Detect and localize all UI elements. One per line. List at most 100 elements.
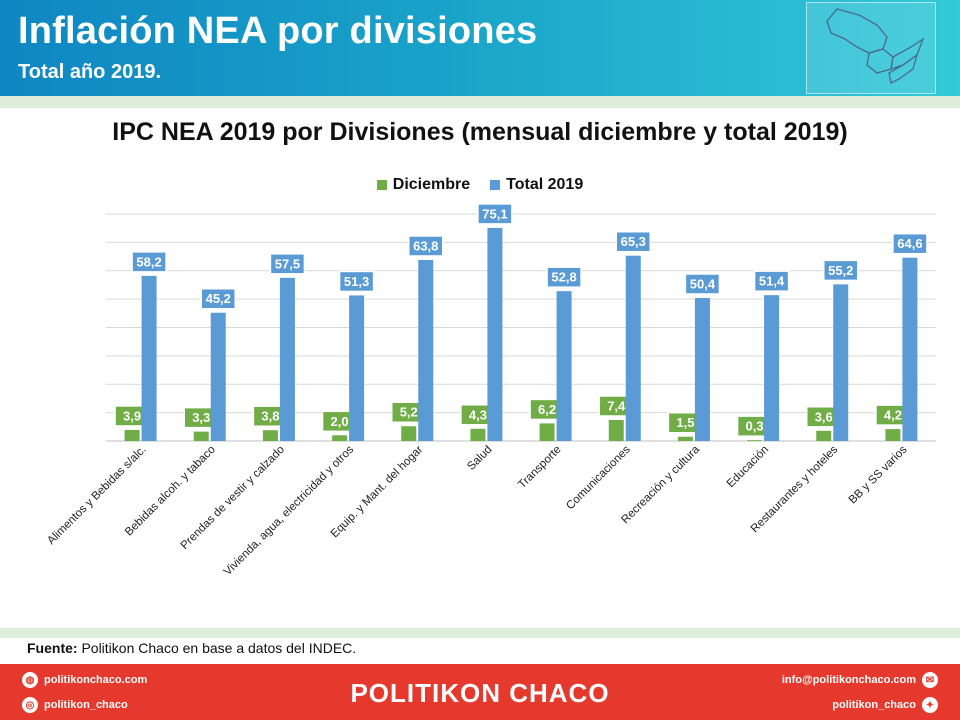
- data-label-diciembre: 4,2: [875, 404, 911, 426]
- bar-total-2019: [902, 257, 918, 441]
- category-label: Transporte: [516, 444, 564, 492]
- chart-title: IPC NEA 2019 por Divisiones (mensual dic…: [112, 118, 848, 146]
- bar-chart: 3,9 58,2 3,3 45,2 3,8 57,5 2,0 51,3 5,2 63,8 4,3 75…: [45, 203, 936, 578]
- page-title: Inflación NEA por divisiones: [18, 10, 538, 52]
- data-label-total-2019: 57,5: [269, 253, 306, 275]
- svg-text:7,4: 7,4: [607, 399, 626, 414]
- data-label-diciembre: 6,2: [529, 398, 565, 421]
- svg-text:4,2: 4,2: [884, 408, 902, 423]
- category-label: Recreación y cultura: [619, 443, 702, 526]
- data-label-total-2019: 45,2: [200, 287, 236, 310]
- data-label-diciembre: 7,4: [598, 395, 634, 417]
- bar-total-2019: [418, 259, 434, 441]
- category-label: BB y SS varios: [847, 443, 910, 506]
- svg-text:57,5: 57,5: [275, 256, 300, 271]
- svg-text:0,3: 0,3: [746, 419, 764, 434]
- bar-total-2019: [141, 275, 157, 441]
- chart-legend: Diciembre Total 2019: [0, 176, 960, 194]
- top-divider: [0, 96, 960, 108]
- footer-email[interactable]: info@politikonchaco.com ✉: [782, 672, 938, 688]
- svg-text:65,3: 65,3: [621, 234, 646, 249]
- data-label-total-2019: 50,4: [684, 273, 721, 295]
- data-label-diciembre: 3,8: [252, 405, 289, 427]
- svg-text:58,2: 58,2: [136, 254, 161, 269]
- data-label-diciembre: 0,3: [736, 415, 773, 437]
- svg-text:55,2: 55,2: [828, 263, 853, 278]
- bar-total-2019: [487, 227, 503, 441]
- footer-instagram[interactable]: ◎ politikon_chaco: [22, 697, 128, 713]
- footer-instagram-text: politikon_chaco: [44, 699, 128, 711]
- svg-text:3,3: 3,3: [192, 410, 210, 425]
- twitter-icon: ✦: [922, 697, 938, 713]
- bar-diciembre: [677, 436, 693, 441]
- footer-twitter-text: politikon_chaco: [832, 699, 916, 711]
- data-label-diciembre: 3,3: [183, 406, 219, 429]
- globe-icon: ◍: [22, 672, 38, 688]
- bar-total-2019: [349, 295, 365, 441]
- svg-text:3,6: 3,6: [815, 409, 833, 424]
- data-label-total-2019: 64,6: [892, 232, 928, 255]
- svg-text:1,5: 1,5: [676, 415, 694, 430]
- bar-diciembre: [747, 440, 763, 441]
- category-label: Salud: [465, 444, 494, 473]
- bar-total-2019: [625, 255, 641, 441]
- bar-diciembre: [885, 429, 901, 441]
- header-banner: Inflación NEA por divisiones Total año 2…: [0, 0, 960, 96]
- svg-text:50,4: 50,4: [690, 276, 716, 291]
- footer-web[interactable]: ◍ politikonchaco.com: [22, 672, 147, 688]
- bar-diciembre: [262, 430, 278, 441]
- legend-item-total: Total 2019: [490, 176, 583, 194]
- page-subtitle: Total año 2019.: [18, 61, 162, 83]
- svg-text:51,3: 51,3: [344, 274, 369, 289]
- bar-total-2019: [556, 291, 572, 441]
- data-label-diciembre: 4,3: [460, 404, 496, 426]
- legend-swatch-diciembre: [376, 180, 387, 190]
- category-label: Vivienda, agua, electricidad y otros: [222, 443, 357, 578]
- bar-total-2019: [694, 297, 710, 441]
- footer-bar: ◍ politikonchaco.com ◎ politikon_chaco P…: [0, 664, 960, 720]
- svg-text:63,8: 63,8: [413, 238, 438, 253]
- svg-text:3,9: 3,9: [123, 408, 141, 423]
- data-label-diciembre: 3,9: [114, 405, 150, 427]
- footer-brand: POLITIKON CHACO: [350, 678, 610, 708]
- source-note: Fuente: Politikon Chaco en base a datos …: [27, 640, 356, 656]
- footer-web-text: politikonchaco.com: [44, 674, 148, 686]
- svg-text:2,0: 2,0: [331, 414, 349, 429]
- svg-text:64,6: 64,6: [897, 236, 922, 251]
- category-label: Educación: [725, 444, 771, 490]
- bottom-divider: [0, 628, 960, 638]
- legend-item-diciembre: Diciembre: [376, 176, 471, 194]
- svg-text:3,8: 3,8: [261, 409, 279, 424]
- bar-diciembre: [332, 435, 348, 441]
- bar-total-2019: [833, 284, 849, 441]
- data-label-total-2019: 52,8: [546, 266, 582, 288]
- data-label-total-2019: 58,2: [131, 251, 167, 273]
- legend-label-total: Total 2019: [506, 176, 584, 193]
- svg-text:51,4: 51,4: [759, 274, 785, 289]
- data-label-diciembre: 2,0: [321, 410, 358, 433]
- svg-text:6,2: 6,2: [538, 402, 556, 417]
- svg-text:45,2: 45,2: [206, 291, 231, 306]
- data-label-diciembre: 5,2: [391, 401, 427, 423]
- legend-swatch-total: [490, 180, 501, 190]
- svg-text:5,2: 5,2: [400, 405, 418, 420]
- bar-diciembre: [470, 428, 486, 441]
- source-text: Politikon Chaco en base a datos del INDE…: [77, 640, 357, 656]
- source-label: Fuente:: [27, 640, 78, 656]
- bar-total-2019: [279, 277, 295, 441]
- mail-icon: ✉: [922, 672, 938, 688]
- svg-text:75,1: 75,1: [482, 206, 507, 221]
- svg-text:52,8: 52,8: [551, 270, 576, 285]
- data-label-total-2019: 65,3: [615, 230, 651, 253]
- data-label-total-2019: 75,1: [477, 203, 513, 225]
- data-label-diciembre: 1,5: [667, 411, 704, 434]
- footer-twitter[interactable]: politikon_chaco ✦: [832, 697, 938, 713]
- legend-label-diciembre: Diciembre: [392, 176, 471, 193]
- svg-text:4,3: 4,3: [469, 407, 487, 422]
- bar-diciembre: [193, 431, 209, 441]
- data-label-total-2019: 51,3: [338, 270, 375, 293]
- bar-diciembre: [816, 430, 832, 441]
- instagram-icon: ◎: [22, 697, 38, 713]
- footer-email-text: info@politikonchaco.com: [781, 674, 916, 686]
- bar-total-2019: [764, 295, 780, 441]
